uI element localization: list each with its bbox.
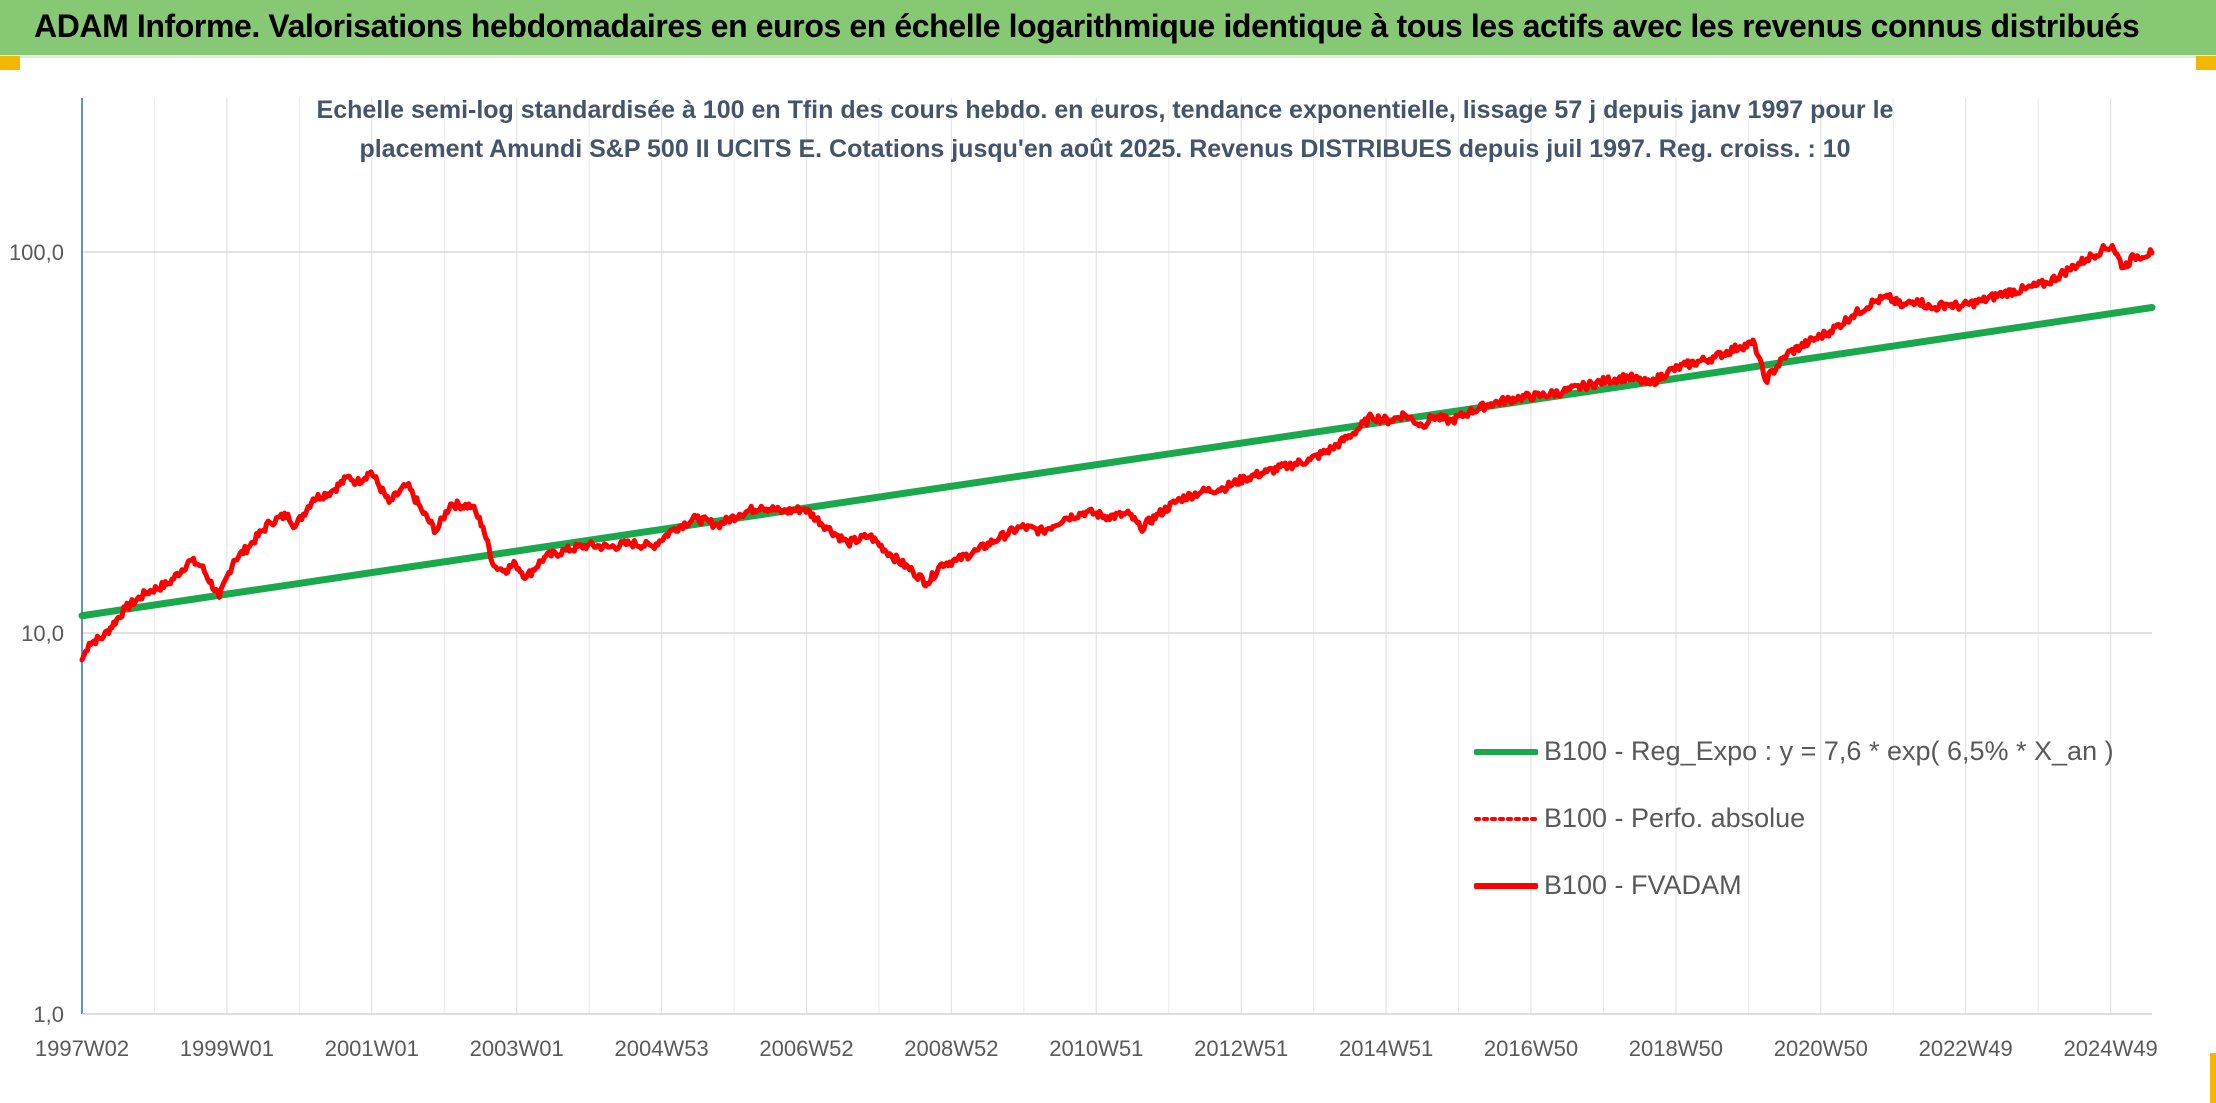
header-bar: ADAM Informe. Valorisations hebdomadaire… — [0, 0, 2216, 58]
legend-swatch-perfo — [1474, 816, 1538, 821]
x-tick-label: 2018W50 — [1629, 1036, 1723, 1061]
legend-label-perfo: B100 - Perfo. absolue — [1544, 803, 1806, 833]
x-tick-label: 2016W50 — [1484, 1036, 1578, 1061]
y-tick-label: 10,0 — [21, 621, 64, 646]
y-tick-label: 100,0 — [9, 240, 64, 265]
series-trend-line — [78, 304, 2156, 620]
legend-item-perfo: B100 - Perfo. absolue — [1474, 785, 2114, 852]
x-tick-label: 2014W51 — [1339, 1036, 1433, 1061]
page-title: ADAM Informe. Valorisations hebdomadaire… — [34, 8, 2140, 44]
x-tick-label: 2012W51 — [1194, 1036, 1288, 1061]
x-tick-label: 2010W51 — [1049, 1036, 1143, 1061]
corner-mark-right — [2196, 56, 2216, 70]
corner-mark-left — [0, 56, 20, 70]
x-tick-label: 2006W52 — [759, 1036, 853, 1061]
chart-legend: B100 - Reg_Expo : y = 7,6 * exp( 6,5% * … — [1474, 718, 2114, 919]
x-tick-label: 2004W53 — [615, 1036, 709, 1061]
x-tick-label: 2003W01 — [470, 1036, 564, 1061]
x-tick-label: 1999W01 — [180, 1036, 274, 1061]
chart-svg: 1,0 10,0 100,0 1997W02 1999W01 2001W01 2003W01… — [9, 98, 2158, 1061]
x-tick-label: 1997W02 — [35, 1036, 129, 1061]
chart-subtitle-line2: placement Amundi S&P 500 II UCITS E. Cot… — [359, 135, 1851, 163]
chart-subtitle-line1: Echelle semi-log standardisée à 100 en T… — [316, 96, 1894, 124]
x-tick-label: 2001W01 — [325, 1036, 419, 1061]
legend-item-trend: B100 - Reg_Expo : y = 7,6 * exp( 6,5% * … — [1474, 718, 2114, 785]
legend-item-fvadam: B100 - FVADAM — [1474, 852, 2114, 919]
footer-mark — [2210, 1053, 2216, 1103]
legend-swatch-fvadam — [1474, 882, 1538, 889]
chart-area: 1,0 10,0 100,0 1997W02 1999W01 2001W01 2003W01… — [0, 58, 2216, 1103]
legend-label-trend: B100 - Reg_Expo : y = 7,6 * exp( 6,5% * … — [1544, 736, 2114, 766]
x-tick-label: 2024W49 — [2064, 1036, 2158, 1061]
y-tick-label: 1,0 — [33, 1002, 64, 1027]
legend-swatch-trend — [1474, 748, 1538, 755]
x-tick-label: 2008W52 — [904, 1036, 998, 1061]
legend-label-fvadam: B100 - FVADAM — [1544, 870, 1742, 900]
x-tick-label: 2020W50 — [1774, 1036, 1868, 1061]
series-fvadam-line — [79, 243, 2155, 663]
x-tick-label: 2022W49 — [1919, 1036, 2013, 1061]
